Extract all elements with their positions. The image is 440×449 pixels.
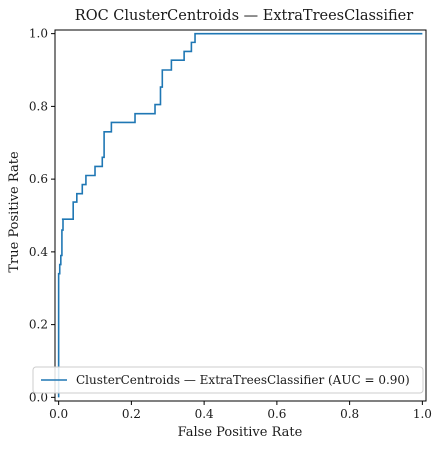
roc-curve-line xyxy=(57,32,423,398)
x-tick-label: 0.8 xyxy=(340,407,359,421)
x-axis: 0.0 0.2 0.4 0.6 0.8 1.0 xyxy=(49,401,432,421)
y-tick-label: 1.0 xyxy=(29,27,48,41)
legend: ClusterCentroids — ExtraTreesClassifier … xyxy=(32,366,424,394)
x-tick-label: 0.6 xyxy=(267,407,286,421)
y-axis-label: True Positive Rate xyxy=(7,151,22,273)
x-tick-label: 0.4 xyxy=(195,407,214,421)
y-tick-label: 0.6 xyxy=(29,172,48,186)
plot-frame xyxy=(54,29,427,402)
plot-area: 0.0 0.2 0.4 0.6 0.8 1.0 0.0 0.2 0.4 0.6 0.8 1.0 xyxy=(29,27,432,421)
x-axis-label: False Positive Rate xyxy=(178,425,303,440)
y-axis: 0.0 0.2 0.4 0.6 0.8 1.0 xyxy=(29,27,55,404)
legend-box xyxy=(32,366,424,394)
x-tick-label: 1.0 xyxy=(413,407,432,421)
y-tick-label: 0.0 xyxy=(29,390,48,404)
chart-title: ROC ClusterCentroids — ExtraTreesClassif… xyxy=(75,8,413,24)
x-tick-label: 0.2 xyxy=(122,407,141,421)
y-tick-label: 0.8 xyxy=(29,99,48,113)
y-tick-label: 0.4 xyxy=(29,245,48,259)
x-tick-label: 0.0 xyxy=(49,407,68,421)
y-tick-label: 0.2 xyxy=(29,318,48,332)
legend-entry-label: ClusterCentroids — ExtraTreesClassifier … xyxy=(76,373,410,387)
